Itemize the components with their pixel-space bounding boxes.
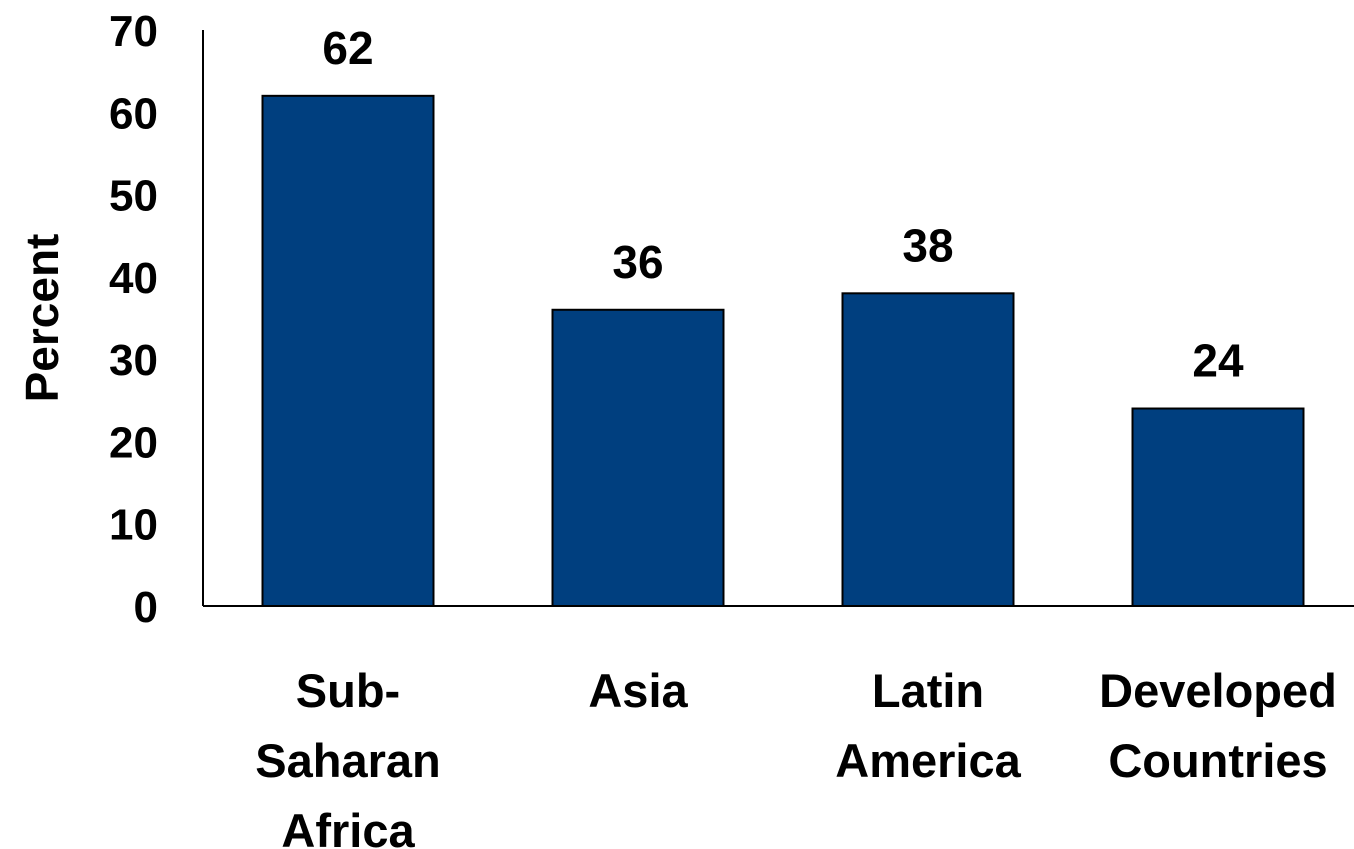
y-tick-label: 50: [109, 172, 158, 221]
x-category-label-line: Latin: [872, 664, 984, 717]
y-axis-ticks: 0 10 20 30 40 50 60 70: [109, 7, 158, 632]
x-category-label-line: America: [835, 734, 1021, 787]
data-label: 38: [902, 219, 953, 271]
bar: [551, 308, 725, 607]
bar: [841, 292, 1015, 607]
bar: [261, 94, 435, 607]
y-axis-label: Percent: [16, 234, 68, 403]
bar: [1131, 407, 1305, 607]
x-category-label-line: Africa: [281, 804, 415, 849]
y-tick-label: 10: [109, 501, 158, 550]
y-tick-label: 60: [109, 89, 158, 138]
x-category-label: Sub- Saharan Africa: [255, 664, 440, 849]
x-category-label-line: Countries: [1108, 734, 1327, 787]
x-category-label-line: Saharan: [255, 734, 440, 787]
data-label: 62: [322, 22, 373, 74]
data-label: 36: [612, 236, 663, 288]
y-tick-label: 20: [109, 418, 158, 467]
y-tick-label: 0: [134, 583, 158, 632]
y-tick-label: 40: [109, 254, 158, 303]
x-category-label-line: Sub-: [296, 664, 400, 717]
x-category-label-line: Asia: [588, 664, 688, 717]
x-category-label: Latin America: [835, 664, 1021, 787]
x-category-label-line: Developed: [1099, 664, 1337, 717]
bars: [261, 94, 1305, 607]
y-tick-label: 70: [109, 7, 158, 56]
y-tick-label: 30: [109, 336, 158, 385]
category-labels: Sub- Saharan Africa Asia Latin America Develop…: [255, 664, 1337, 849]
x-category-label: Asia: [588, 664, 688, 717]
x-category-label: Developed Countries: [1099, 664, 1337, 787]
data-labels: 62 36 38 24: [322, 22, 1244, 387]
data-label: 24: [1192, 335, 1244, 387]
